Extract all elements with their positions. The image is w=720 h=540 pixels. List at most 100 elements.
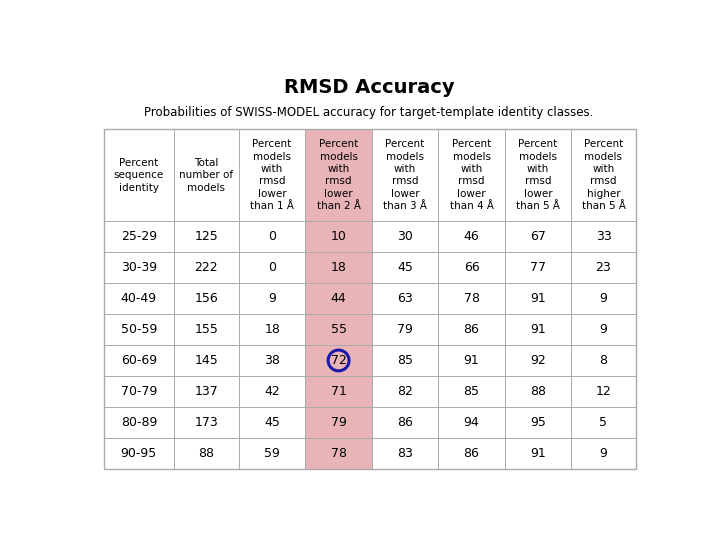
Text: 18: 18 (330, 261, 346, 274)
Bar (571, 283, 636, 314)
Bar (104, 438, 174, 469)
Text: 50-59: 50-59 (121, 323, 157, 336)
Text: 9: 9 (600, 292, 608, 305)
Bar (438, 252, 505, 283)
Text: 85: 85 (397, 354, 413, 367)
Text: 82: 82 (397, 385, 413, 398)
Bar (505, 345, 571, 376)
Text: 145: 145 (194, 354, 218, 367)
Text: 83: 83 (397, 447, 413, 460)
Bar (305, 252, 372, 283)
Bar (505, 252, 571, 283)
Bar (305, 376, 372, 407)
Bar (239, 314, 305, 345)
Bar (438, 283, 505, 314)
Text: 71: 71 (330, 385, 346, 398)
Text: 9: 9 (600, 323, 608, 336)
Text: 155: 155 (194, 323, 218, 336)
Text: 72: 72 (330, 354, 346, 367)
Text: 59: 59 (264, 447, 280, 460)
Bar (305, 283, 372, 314)
Bar (174, 438, 239, 469)
Bar (239, 283, 305, 314)
Bar (104, 376, 174, 407)
Bar (104, 129, 174, 221)
Bar (505, 407, 571, 438)
Bar (505, 221, 571, 252)
Text: Percent
models
with
rmsd
lower
than 4 Å: Percent models with rmsd lower than 4 Å (449, 139, 493, 211)
Text: 91: 91 (530, 447, 546, 460)
Bar (505, 283, 571, 314)
Bar (372, 129, 438, 221)
Bar (239, 252, 305, 283)
Bar (174, 129, 239, 221)
Text: 9: 9 (600, 447, 608, 460)
Bar (305, 314, 372, 345)
Bar (438, 314, 505, 345)
Text: 88: 88 (530, 385, 546, 398)
Bar (372, 283, 438, 314)
Text: 137: 137 (194, 385, 218, 398)
Text: 95: 95 (530, 416, 546, 429)
Bar (104, 221, 174, 252)
Text: 10: 10 (330, 230, 346, 243)
Bar (239, 129, 305, 221)
Bar (305, 438, 372, 469)
Bar (372, 314, 438, 345)
Text: 67: 67 (530, 230, 546, 243)
Text: 88: 88 (198, 447, 215, 460)
Text: 66: 66 (464, 261, 480, 274)
Text: 45: 45 (264, 416, 280, 429)
Text: 30-39: 30-39 (121, 261, 157, 274)
Text: Probabilities of SWISS-MODEL accuracy for target-template identity classes.: Probabilities of SWISS-MODEL accuracy fo… (144, 106, 594, 119)
Bar (505, 129, 571, 221)
Bar (505, 314, 571, 345)
Text: 45: 45 (397, 261, 413, 274)
Text: 18: 18 (264, 323, 280, 336)
Bar (571, 129, 636, 221)
Text: 173: 173 (194, 416, 218, 429)
Bar (372, 376, 438, 407)
Text: 86: 86 (464, 323, 480, 336)
Text: 38: 38 (264, 354, 280, 367)
Bar (174, 314, 239, 345)
Bar (305, 221, 372, 252)
Text: 63: 63 (397, 292, 413, 305)
Text: 33: 33 (595, 230, 611, 243)
Bar (571, 221, 636, 252)
Bar (104, 345, 174, 376)
Text: 46: 46 (464, 230, 480, 243)
Bar (438, 438, 505, 469)
Bar (174, 252, 239, 283)
Text: 79: 79 (397, 323, 413, 336)
Bar (571, 252, 636, 283)
Text: 77: 77 (530, 261, 546, 274)
Bar (571, 438, 636, 469)
Text: 9: 9 (268, 292, 276, 305)
Bar (174, 221, 239, 252)
Bar (372, 345, 438, 376)
Text: 90-95: 90-95 (121, 447, 157, 460)
Text: Percent
models
with
rmsd
lower
than 1 Å: Percent models with rmsd lower than 1 Å (250, 139, 294, 211)
Bar (372, 252, 438, 283)
Bar (174, 283, 239, 314)
Bar (372, 407, 438, 438)
Text: 125: 125 (194, 230, 218, 243)
Bar (438, 376, 505, 407)
Text: 23: 23 (595, 261, 611, 274)
Bar (571, 376, 636, 407)
Bar (438, 221, 505, 252)
Text: RMSD Accuracy: RMSD Accuracy (284, 78, 454, 97)
Text: 78: 78 (464, 292, 480, 305)
Text: 42: 42 (264, 385, 280, 398)
Bar (239, 221, 305, 252)
Text: Percent
models
with
rmsd
lower
than 3 Å: Percent models with rmsd lower than 3 Å (383, 139, 427, 211)
Text: 25-29: 25-29 (121, 230, 157, 243)
Text: Percent
sequence
identity: Percent sequence identity (114, 158, 164, 192)
Bar (505, 438, 571, 469)
Bar (239, 345, 305, 376)
Text: 91: 91 (530, 323, 546, 336)
Text: 91: 91 (464, 354, 480, 367)
Bar (372, 438, 438, 469)
Bar (571, 407, 636, 438)
